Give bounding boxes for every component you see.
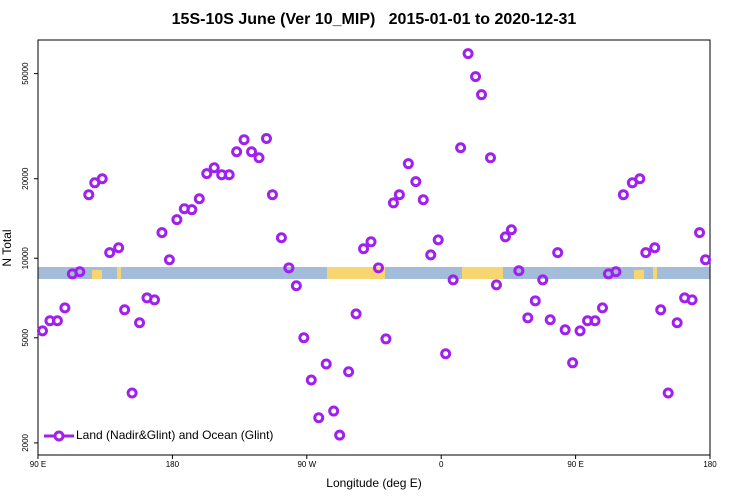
point: [253, 152, 265, 164]
point: [522, 312, 534, 324]
point: [231, 146, 243, 158]
point: [589, 315, 601, 327]
point: [455, 142, 467, 154]
point: [499, 231, 511, 243]
point: [246, 146, 258, 158]
y-axis-label: N Total: [0, 229, 14, 266]
point: [484, 152, 496, 164]
point: [343, 366, 355, 378]
point: [126, 387, 138, 399]
y-tick-label: 10000: [21, 247, 30, 270]
point: [470, 71, 482, 83]
point: [640, 247, 652, 259]
y-tick-label: 5000: [21, 328, 30, 346]
point: [617, 189, 629, 201]
y-tick-label: 50000: [21, 62, 30, 85]
point: [305, 374, 317, 386]
point: [104, 247, 116, 259]
point: [201, 168, 213, 180]
point: [544, 314, 556, 326]
point: [193, 193, 205, 205]
plot-frame: [37, 39, 711, 456]
point: [559, 324, 571, 336]
point: [163, 254, 175, 266]
point: [328, 405, 340, 417]
point: [410, 176, 422, 188]
point: [610, 266, 622, 278]
x-axis-label: Longitude (deg E): [326, 476, 421, 490]
point: [266, 189, 278, 201]
point: [402, 158, 414, 170]
point: [513, 265, 525, 277]
legend-marker: [53, 430, 65, 442]
point: [119, 304, 131, 316]
point: [387, 197, 399, 209]
point: [113, 242, 125, 254]
point: [380, 333, 392, 345]
point: [671, 317, 683, 329]
point: [148, 294, 160, 306]
point: [393, 189, 405, 201]
point: [574, 325, 586, 337]
x-tick-label: 90 E: [30, 460, 46, 469]
point: [490, 279, 502, 291]
point: [634, 173, 646, 185]
point: [51, 315, 63, 327]
point: [596, 302, 608, 314]
point: [655, 304, 667, 316]
point: [238, 134, 250, 146]
point: [313, 412, 325, 424]
point: [686, 294, 698, 306]
point: [552, 247, 564, 259]
x-tick-label: 90 E: [567, 460, 583, 469]
point: [156, 227, 168, 239]
point: [350, 308, 362, 320]
point: [260, 132, 272, 144]
point: [529, 295, 541, 307]
point: [290, 280, 302, 292]
point: [134, 317, 146, 329]
legend-label: Land (Nadir&Glint) and Ocean (Glint): [76, 428, 273, 442]
x-tick-label: 90 W: [297, 460, 316, 469]
point: [365, 236, 377, 248]
y-tick-label: 2000: [21, 433, 30, 451]
point: [505, 224, 517, 236]
y-tick-label: 20000: [21, 167, 30, 190]
point: [171, 214, 183, 226]
point: [74, 266, 86, 278]
point: [649, 242, 661, 254]
point: [59, 302, 71, 314]
point: [283, 262, 295, 274]
point: [662, 387, 674, 399]
x-tick-label: 0: [439, 460, 444, 469]
point: [320, 358, 332, 370]
point: [275, 232, 287, 244]
point: [417, 194, 429, 206]
point: [186, 204, 198, 216]
point: [476, 89, 488, 101]
point: [372, 262, 384, 274]
point: [447, 274, 459, 286]
point: [537, 274, 549, 286]
point: [432, 234, 444, 246]
x-tick-label: 180: [166, 460, 180, 469]
point: [223, 169, 235, 181]
chart-title: 15S-10S June (Ver 10_MIP) 2015-01-01 to …: [172, 11, 577, 28]
point: [298, 332, 310, 344]
point: [462, 48, 474, 60]
point: [425, 249, 437, 261]
point: [440, 348, 452, 360]
point: [358, 243, 370, 255]
point: [83, 189, 95, 201]
point: [36, 325, 48, 337]
point: [694, 227, 706, 239]
point: [96, 173, 108, 185]
point: [700, 254, 712, 266]
point: [208, 162, 220, 174]
x-tick-label: 180: [703, 460, 717, 469]
point: [334, 429, 346, 441]
point: [567, 357, 579, 369]
